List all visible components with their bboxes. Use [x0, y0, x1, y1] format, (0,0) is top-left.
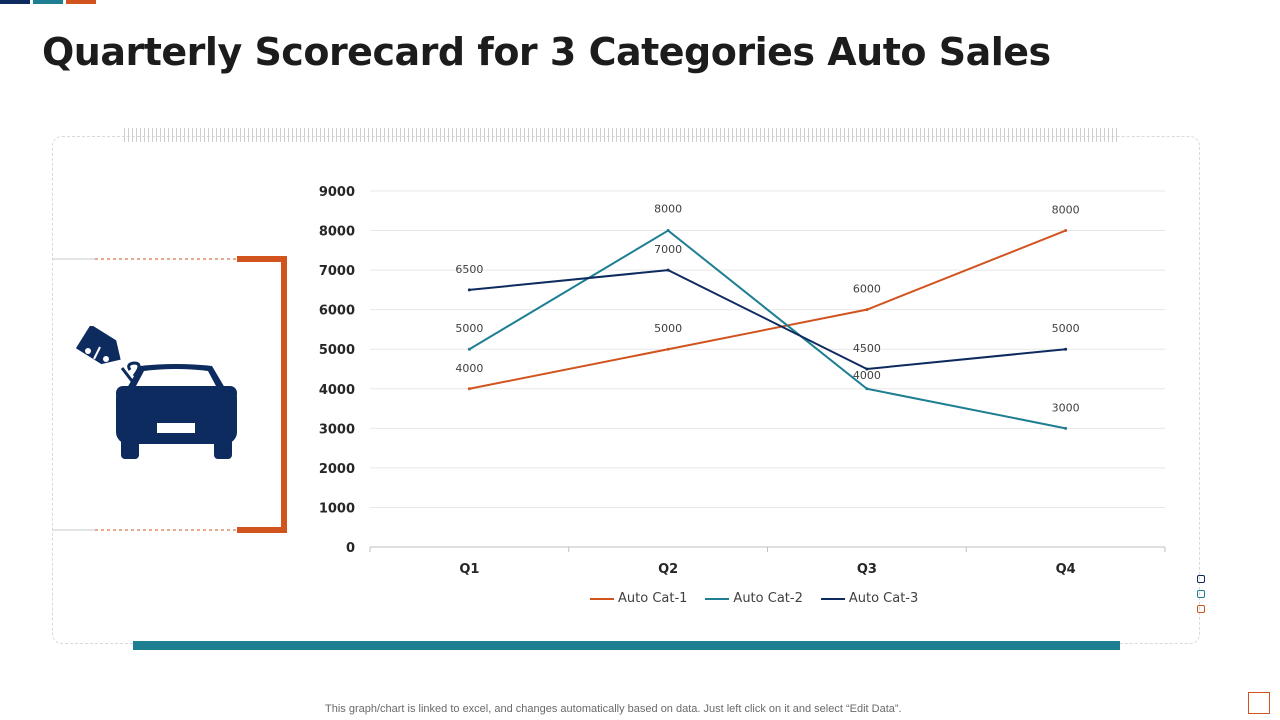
data-point	[865, 308, 869, 312]
page-title: Quarterly Scorecard for 3 Categories Aut…	[42, 30, 1051, 74]
y-tick-label: 5000	[319, 343, 355, 358]
y-tick-label: 2000	[319, 462, 355, 477]
data-point	[666, 229, 670, 233]
top-bar-navy	[0, 0, 30, 4]
y-tick-label: 6000	[319, 304, 355, 319]
left-bracket-decoration	[52, 256, 287, 533]
data-label: 5000	[654, 322, 682, 335]
decorative-hatch	[124, 128, 1118, 142]
data-point	[467, 347, 471, 351]
y-tick-label: 8000	[319, 225, 355, 240]
data-point	[1064, 229, 1068, 233]
mini-square-navy	[1197, 575, 1205, 583]
legend-label: Auto Cat-2	[733, 591, 803, 606]
y-tick-label: 9000	[319, 185, 355, 200]
data-point	[1064, 426, 1068, 430]
x-tick-label: Q2	[658, 562, 678, 577]
data-label: 4000	[455, 362, 483, 375]
bottom-accent-strip	[133, 641, 1120, 650]
data-point	[666, 347, 670, 351]
legend-swatch	[705, 597, 730, 600]
top-bar-teal	[33, 0, 63, 4]
data-point	[1064, 347, 1068, 351]
data-label: 8000	[1052, 204, 1080, 217]
y-tick-label: 3000	[319, 422, 355, 437]
data-label: 5000	[1052, 322, 1080, 335]
data-label: 7000	[654, 243, 682, 256]
legend-swatch	[590, 597, 614, 600]
mini-square-teal	[1197, 590, 1205, 598]
legend-label: Auto Cat-1	[618, 591, 688, 606]
series-line-auto-cat-1	[469, 229, 1066, 390]
data-label: 4000	[853, 369, 881, 382]
y-tick-label: 0	[346, 541, 355, 556]
car-price-tag-icon	[75, 326, 237, 459]
data-point	[467, 387, 471, 391]
series-line-auto-cat-3	[469, 269, 1066, 370]
mini-square-orange	[1197, 605, 1205, 613]
legend-label: Auto Cat-3	[848, 591, 919, 606]
legend-item-auto-cat-3: Auto Cat-3	[820, 591, 919, 606]
data-label: 6000	[853, 283, 881, 296]
data-label: 4500	[853, 342, 881, 355]
legend-swatch	[820, 597, 845, 600]
data-point	[865, 387, 869, 391]
corner-square	[1248, 692, 1270, 714]
x-tick-label: Q4	[1056, 562, 1076, 577]
legend-item-auto-cat-2: Auto Cat-2	[705, 591, 803, 606]
footnote: This graph/chart is linked to excel, and…	[325, 703, 902, 715]
data-point	[467, 288, 471, 292]
chart-legend: Auto Cat-1 Auto Cat-2 Auto Cat-3	[590, 591, 918, 606]
top-bar-orange	[66, 0, 96, 4]
data-label: 6500	[455, 263, 483, 276]
data-label: 5000	[455, 322, 483, 335]
y-tick-label: 4000	[319, 383, 355, 398]
data-point	[666, 268, 670, 272]
data-point	[865, 367, 869, 371]
legend-item-auto-cat-1: Auto Cat-1	[590, 591, 687, 606]
x-tick-label: Q1	[459, 562, 479, 577]
y-tick-label: 7000	[319, 264, 355, 279]
data-label: 3000	[1052, 401, 1080, 414]
data-label: 8000	[654, 203, 682, 216]
y-tick-label: 1000	[319, 501, 355, 516]
series-line-auto-cat-2	[468, 229, 1066, 430]
x-tick-label: Q3	[857, 562, 877, 577]
